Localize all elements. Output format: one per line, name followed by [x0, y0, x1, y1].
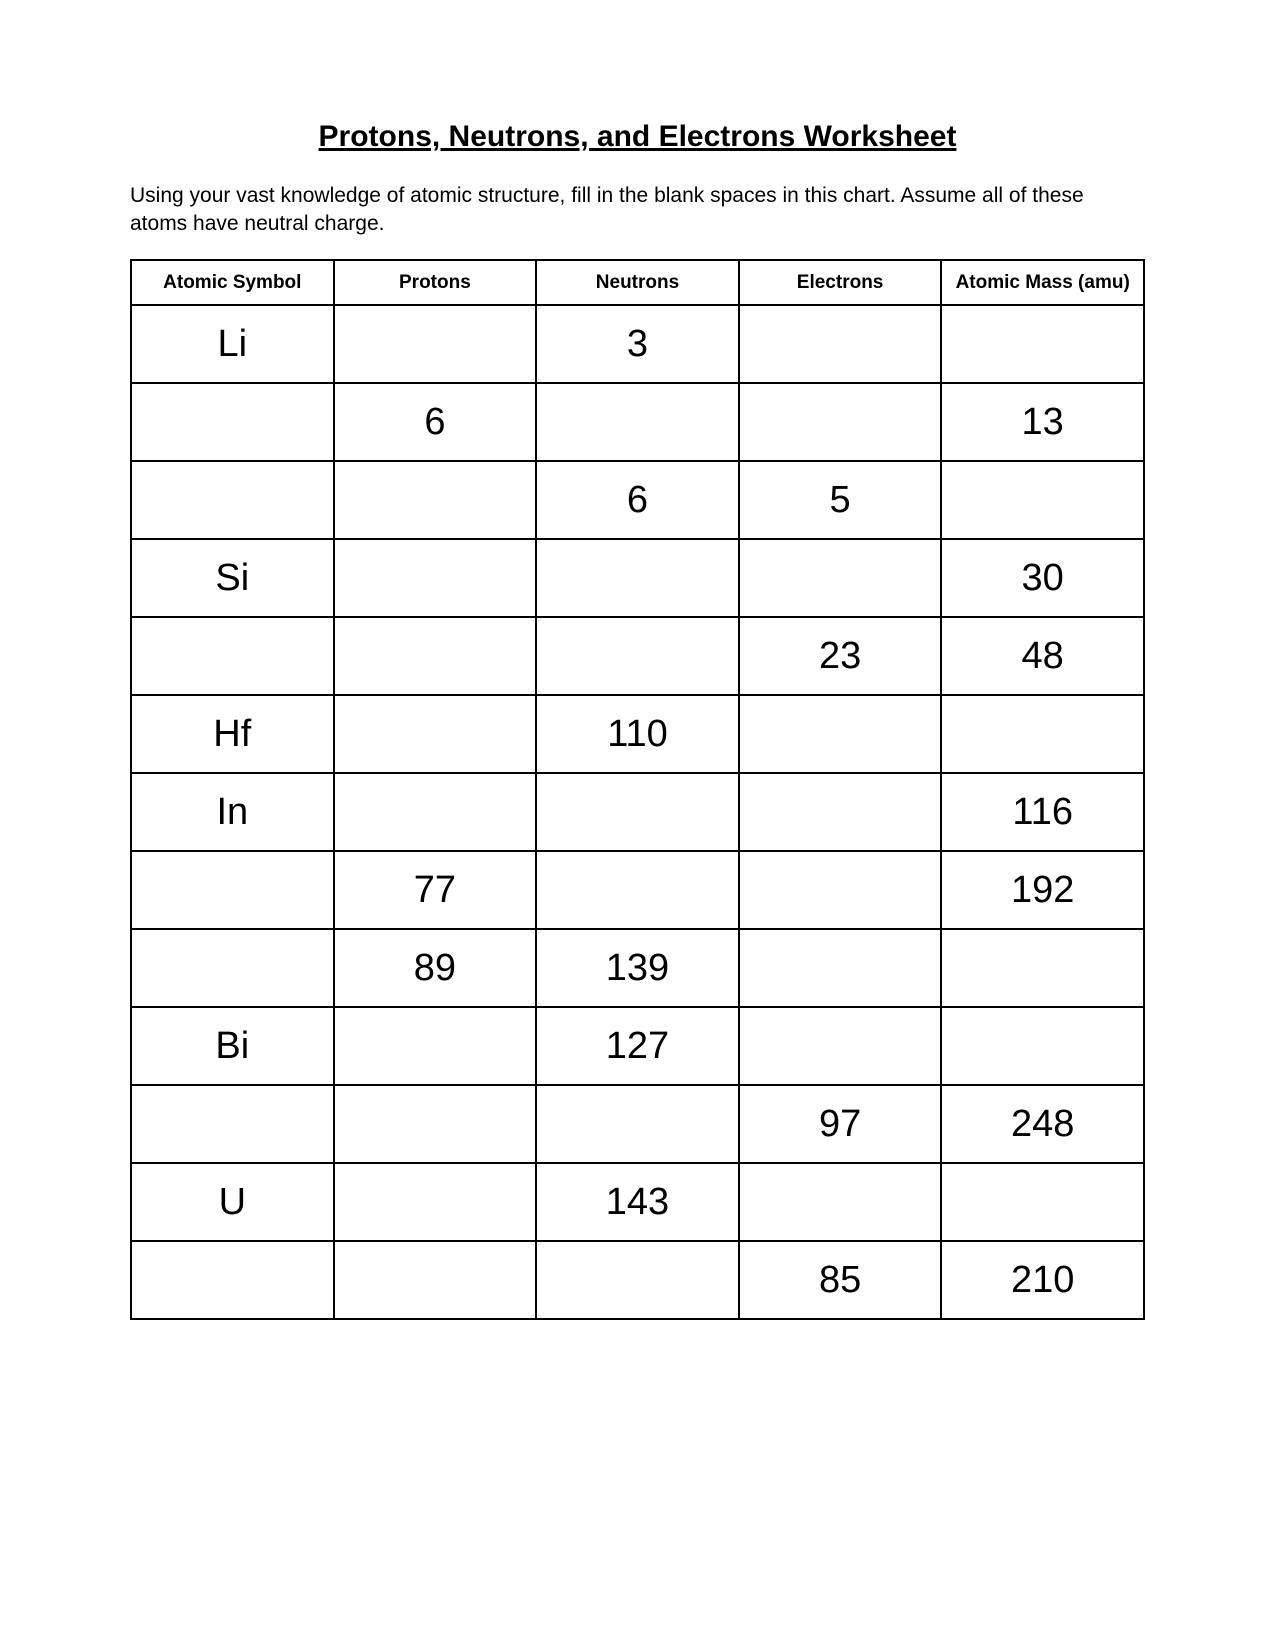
- table-row: In 116: [131, 773, 1144, 851]
- col-header-neutrons: Neutrons: [536, 260, 739, 306]
- cell-protons: [334, 1163, 537, 1241]
- cell-mass: [941, 1163, 1144, 1241]
- table-row: U 143: [131, 1163, 1144, 1241]
- cell-electrons: 85: [739, 1241, 942, 1319]
- instructions-text: Using your vast knowledge of atomic stru…: [130, 182, 1145, 239]
- table-body: Li361365Si302348Hf110In1167719289139Bi12…: [131, 305, 1144, 1319]
- cell-electrons: [739, 695, 942, 773]
- table-row: Hf 110: [131, 695, 1144, 773]
- table-row: 2348: [131, 617, 1144, 695]
- cell-symbol: [131, 1241, 334, 1319]
- cell-symbol: Hf: [131, 695, 334, 773]
- cell-electrons: 97: [739, 1085, 942, 1163]
- worksheet-table: Atomic Symbol Protons Neutrons Electrons…: [130, 259, 1145, 1321]
- cell-protons: [334, 1085, 537, 1163]
- cell-protons: [334, 773, 537, 851]
- cell-symbol: Li: [131, 305, 334, 383]
- cell-symbol: In: [131, 773, 334, 851]
- cell-neutrons: 143: [536, 1163, 739, 1241]
- cell-neutrons: [536, 383, 739, 461]
- cell-symbol: U: [131, 1163, 334, 1241]
- cell-protons: [334, 1007, 537, 1085]
- cell-neutrons: [536, 539, 739, 617]
- cell-symbol: [131, 461, 334, 539]
- cell-neutrons: [536, 1085, 739, 1163]
- cell-electrons: [739, 851, 942, 929]
- cell-mass: [941, 461, 1144, 539]
- cell-protons: [334, 617, 537, 695]
- cell-neutrons: 6: [536, 461, 739, 539]
- cell-mass: [941, 1007, 1144, 1085]
- col-header-electrons: Electrons: [739, 260, 942, 306]
- cell-mass: 30: [941, 539, 1144, 617]
- cell-protons: 77: [334, 851, 537, 929]
- table-row: 85210: [131, 1241, 1144, 1319]
- table-row: Si 30: [131, 539, 1144, 617]
- cell-neutrons: 127: [536, 1007, 739, 1085]
- cell-neutrons: [536, 773, 739, 851]
- table-row: 65: [131, 461, 1144, 539]
- cell-electrons: [739, 539, 942, 617]
- cell-mass: 192: [941, 851, 1144, 929]
- cell-electrons: [739, 305, 942, 383]
- cell-neutrons: [536, 851, 739, 929]
- table-row: 89139: [131, 929, 1144, 1007]
- table-header-row: Atomic Symbol Protons Neutrons Electrons…: [131, 260, 1144, 306]
- cell-symbol: [131, 383, 334, 461]
- cell-electrons: [739, 1007, 942, 1085]
- cell-protons: 89: [334, 929, 537, 1007]
- cell-protons: [334, 695, 537, 773]
- col-header-mass: Atomic Mass (amu): [941, 260, 1144, 306]
- col-header-protons: Protons: [334, 260, 537, 306]
- cell-symbol: [131, 851, 334, 929]
- cell-neutrons: 110: [536, 695, 739, 773]
- cell-protons: [334, 305, 537, 383]
- cell-protons: 6: [334, 383, 537, 461]
- cell-mass: 13: [941, 383, 1144, 461]
- cell-symbol: [131, 929, 334, 1007]
- table-row: 97248: [131, 1085, 1144, 1163]
- cell-electrons: [739, 773, 942, 851]
- cell-neutrons: 3: [536, 305, 739, 383]
- cell-electrons: [739, 383, 942, 461]
- cell-symbol: Bi: [131, 1007, 334, 1085]
- cell-mass: 116: [941, 773, 1144, 851]
- cell-electrons: [739, 929, 942, 1007]
- table-row: 6 13: [131, 383, 1144, 461]
- col-header-symbol: Atomic Symbol: [131, 260, 334, 306]
- page-title: Protons, Neutrons, and Electrons Workshe…: [130, 120, 1145, 154]
- cell-electrons: 5: [739, 461, 942, 539]
- cell-protons: [334, 539, 537, 617]
- cell-neutrons: [536, 1241, 739, 1319]
- cell-neutrons: [536, 617, 739, 695]
- cell-mass: [941, 929, 1144, 1007]
- cell-protons: [334, 461, 537, 539]
- table-row: Bi 127: [131, 1007, 1144, 1085]
- cell-mass: 210: [941, 1241, 1144, 1319]
- cell-electrons: 23: [739, 617, 942, 695]
- table-row: 77 192: [131, 851, 1144, 929]
- cell-symbol: Si: [131, 539, 334, 617]
- cell-electrons: [739, 1163, 942, 1241]
- cell-mass: [941, 695, 1144, 773]
- cell-symbol: [131, 1085, 334, 1163]
- cell-neutrons: 139: [536, 929, 739, 1007]
- cell-protons: [334, 1241, 537, 1319]
- cell-mass: [941, 305, 1144, 383]
- table-row: Li 3: [131, 305, 1144, 383]
- cell-mass: 248: [941, 1085, 1144, 1163]
- cell-symbol: [131, 617, 334, 695]
- cell-mass: 48: [941, 617, 1144, 695]
